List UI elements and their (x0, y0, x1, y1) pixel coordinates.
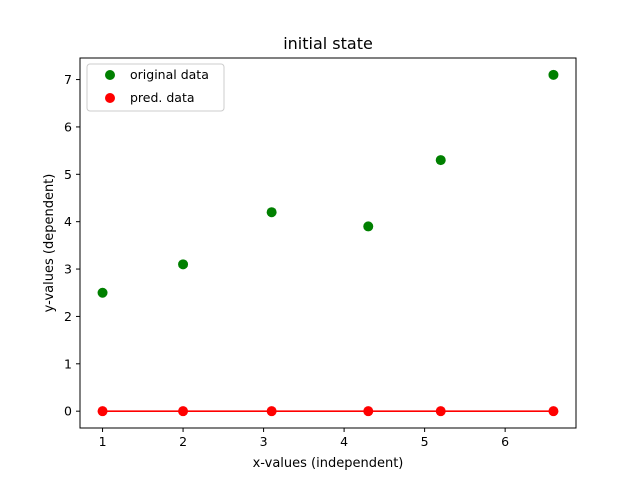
point-original-data (363, 221, 374, 232)
y-tick-label: 6 (64, 119, 72, 134)
plot-area (97, 69, 559, 417)
x-tick-label: 6 (501, 434, 509, 449)
y-tick-label: 0 (64, 404, 72, 419)
legend-marker-original-data (105, 70, 115, 80)
legend-box (86, 63, 225, 112)
legend-label-original-data: original data (130, 67, 209, 82)
point-original-data (266, 207, 277, 218)
point-pred-data (363, 406, 374, 417)
point-original-data (178, 259, 189, 270)
x-tick-label: 3 (260, 434, 268, 449)
point-pred-data (548, 406, 559, 417)
x-tick-label: 1 (99, 434, 107, 449)
point-pred-data (435, 406, 446, 417)
x-tick-label: 5 (421, 434, 429, 449)
point-pred-data (178, 406, 189, 417)
x-axis-label: x-values (independent) (253, 456, 404, 471)
legend-marker-pred-data (105, 93, 115, 103)
axis-ticks: 1 2 3 4 5 6 0 1 2 3 4 5 6 7 (64, 72, 509, 449)
y-tick-label: 4 (64, 214, 72, 229)
y-tick-label: 3 (64, 262, 72, 277)
point-original-data (435, 155, 446, 166)
legend: original data pred. data (86, 63, 225, 112)
x-tick-label: 4 (340, 434, 348, 449)
y-tick-label: 5 (64, 167, 72, 182)
y-axis-label: y-values (dependent) (42, 174, 57, 313)
x-tick-label: 2 (179, 434, 187, 449)
point-original-data (97, 287, 108, 298)
axes-frame (79, 57, 577, 429)
y-tick-label: 2 (64, 309, 72, 324)
y-tick-label: 7 (64, 72, 72, 87)
point-original-data (548, 69, 559, 80)
chart-title: initial state (283, 34, 373, 53)
legend-label-pred-data: pred. data (130, 90, 195, 105)
point-pred-data (97, 406, 108, 417)
point-pred-data (266, 406, 277, 417)
y-tick-label: 1 (64, 356, 72, 371)
